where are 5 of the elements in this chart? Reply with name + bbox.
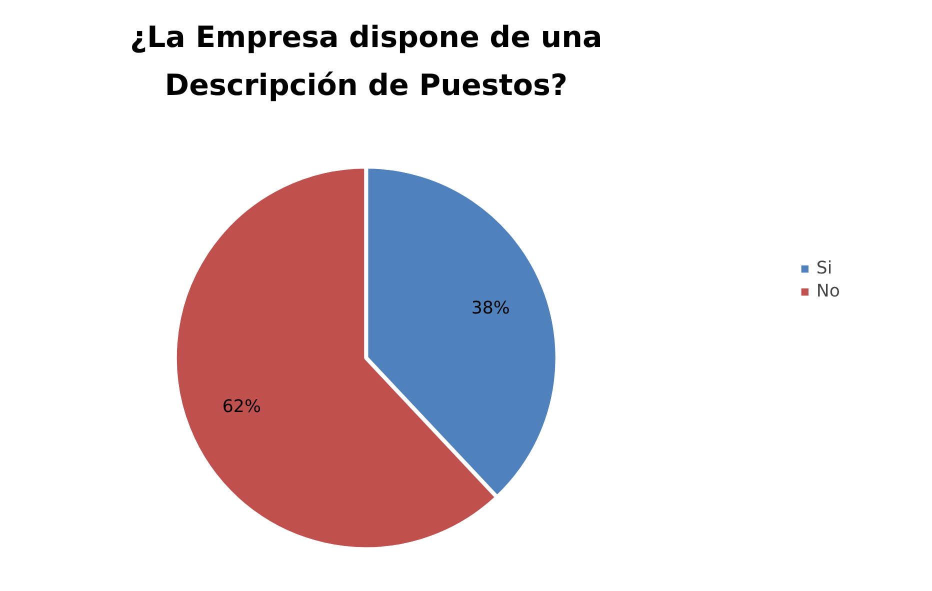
legend-label: Si (816, 258, 834, 278)
legend-label: No (816, 282, 840, 302)
chart-title: ¿La Empresa dispone de una Descripción de Puestos? (130, 20, 602, 102)
data-label: 62% (222, 397, 261, 418)
data-label: 38% (471, 298, 510, 319)
